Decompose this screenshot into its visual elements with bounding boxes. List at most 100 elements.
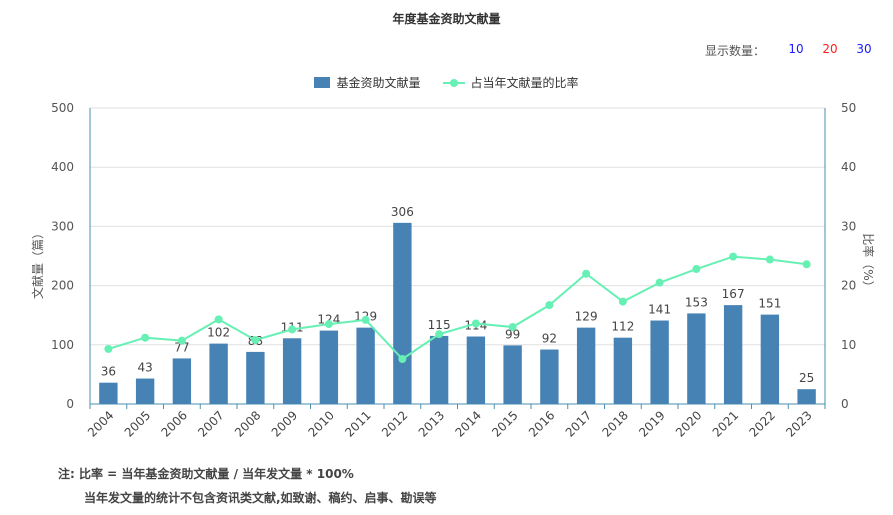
legend-bar-swatch [314,77,331,88]
x-tick-label: 2018 [599,408,630,439]
x-tick-label: 2006 [158,408,189,439]
x-tick-label: 2023 [783,408,814,439]
grid-lines [90,107,825,346]
x-tick-label: 2016 [526,408,557,439]
ratio-point [214,315,223,324]
x-tick-label: 2005 [122,408,153,439]
bar [576,327,596,404]
bar [172,358,192,404]
bar [429,335,449,404]
ratio-point [545,301,554,310]
bar [797,389,816,404]
x-tick-label: 2008 [232,408,263,439]
bar-data-label: 99 [505,327,520,341]
ratio-point [618,297,627,306]
chart-title: 年度基金资助文献量 [392,12,501,26]
bar [209,343,228,404]
bar [99,382,118,404]
x-tick-label: 2010 [305,408,336,439]
bar-data-label: 153 [685,295,708,309]
bar [246,351,265,404]
ratio-point [655,278,664,287]
ratio-point [104,344,113,353]
ratio-point [435,330,444,339]
note-exclusion: 当年发文量的统计不包含资讯类文献,如致谢、稿约、启事、勘误等 [84,491,437,505]
bar-data-label: 112 [611,320,634,334]
x-tick-label: 2017 [563,408,594,439]
ratio-point [141,333,150,342]
bar-data-label: 167 [722,287,745,301]
bar-data-label: 36 [101,365,116,379]
bar [466,336,486,404]
x-tick-label: 2019 [636,408,667,439]
ratio-point [324,320,333,329]
y2-tick-label: 40 [841,160,856,174]
x-tick-label: 2015 [489,408,520,439]
ratio-point [692,265,701,274]
bar [135,378,155,404]
bar-data-label: 102 [207,326,230,340]
bar-data-label: 25 [799,371,814,385]
ratio-point [802,260,811,269]
ratio-point [398,355,407,364]
x-tick-label: 2021 [710,408,741,439]
ratio-point [729,252,738,261]
ratio-point [508,323,517,332]
note-ratio-formula: 注: 比率 = 当年基金资助文献量 / 当年发文量 * 100% [58,467,354,481]
x-tick-label: 2011 [342,408,373,439]
bar [282,338,302,404]
bar-data-label: 306 [391,205,414,219]
y2-tick-label: 10 [841,338,856,352]
bar [723,305,743,404]
x-tick-label: 2004 [85,408,116,439]
y-tick-label: 300 [51,219,74,233]
y2-tick-label: 0 [841,397,849,411]
legend-line-label: 占当年文献量的比率 [470,76,579,90]
bar [687,313,706,404]
ratio-point [251,336,260,345]
legend-item-line[interactable]: 占当年文献量的比率 [442,74,579,91]
legend-item-bar[interactable]: 基金资助文献量 [314,74,421,91]
bar [650,320,669,404]
bar-data-label: 77 [174,340,189,354]
display-count-option-30[interactable]: 30 [856,42,872,56]
x-tick-label: 2007 [195,408,226,439]
ratio-point [765,255,774,264]
bar [319,330,339,404]
y-axis-title: 文献量（篇） [30,227,45,299]
legend-bar-label: 基金资助文献量 [336,76,421,90]
bar-data-label: 129 [575,310,598,324]
x-tick-label: 2020 [673,408,704,439]
y-tick-label: 100 [51,338,74,352]
y2-tick-label: 30 [841,219,856,233]
display-count-selector: 显示数量： 10 20 30 [705,42,881,59]
bar [393,222,412,404]
line-series [104,252,811,364]
bar [356,327,375,404]
y2-axis-title: 比率（%） [861,233,876,292]
bar [760,314,780,404]
bar-data-label: 115 [428,318,451,332]
bar [503,345,522,404]
bar-data-label: 92 [542,332,557,346]
bar-data-label: 141 [648,303,671,317]
legend-line-swatch [442,77,465,88]
ratio-line [108,255,807,361]
x-tick-label: 2013 [416,408,447,439]
y-tick-label: 400 [51,160,74,174]
x-tick-label: 2014 [452,408,483,439]
ratio-point [471,319,480,328]
bar [540,349,559,404]
x-axis-ticks: 2004 2005 2006 2007 2008 2009 2010 2011 2012 2013… [85,404,826,440]
display-count-option-10[interactable]: 10 [788,42,804,56]
ratio-point [582,269,591,278]
bar-data-label: 151 [758,297,781,311]
y2-tick-label: 20 [841,279,856,293]
ratio-point [288,325,297,334]
ratio-point [361,315,370,324]
y2-tick-label: 50 [841,101,856,115]
x-tick-label: 2022 [746,408,777,439]
display-count-option-20[interactable]: 20 [822,42,838,56]
y-tick-label: 0 [66,397,74,411]
